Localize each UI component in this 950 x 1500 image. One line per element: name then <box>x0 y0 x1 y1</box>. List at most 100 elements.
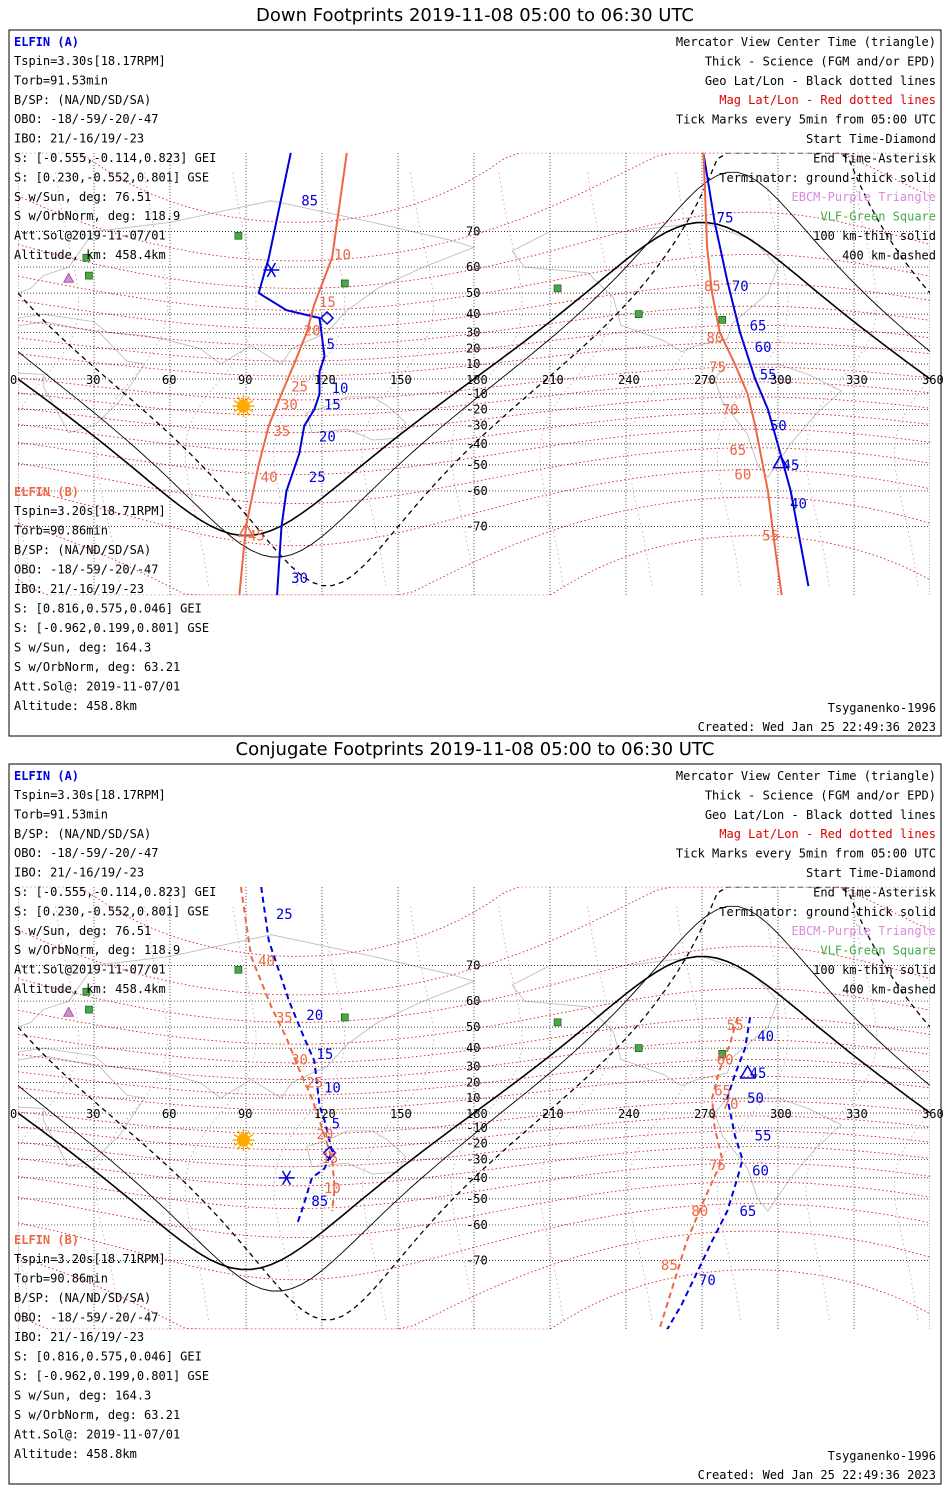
legend-line: EBCM-Purple Triangle <box>792 924 937 938</box>
footprint-track-a <box>702 152 810 587</box>
track-time-label: 70 <box>722 402 739 418</box>
footprint-track-a <box>666 1017 752 1330</box>
sun-disk <box>236 399 250 413</box>
vlf-square-icon <box>553 284 562 293</box>
lat-tick-label: -70 <box>466 1254 488 1268</box>
asterisk-stroke <box>281 1170 292 1186</box>
elfin-a-title: ELFIN (A) <box>14 35 79 49</box>
legend-line: Mercator View Center Time (triangle) <box>676 769 936 783</box>
ebcm-triangle-icon <box>63 1006 75 1017</box>
elfin-a-info-line: Torb=91.53min <box>14 807 108 821</box>
end-asterisk-icon <box>263 262 280 278</box>
lat-tick-label: 40 <box>466 1041 480 1055</box>
elfin-b-info-line: OBO: -18/-59/-20/-47 <box>14 1311 159 1325</box>
elfin-a-info-line: S: [-0.555,-0.114,0.823] GEI <box>14 885 216 899</box>
lon-tick-label: 90 <box>238 1107 252 1121</box>
lat-tick-label: 30 <box>466 325 480 339</box>
lat-tick-label: -10 <box>466 387 488 401</box>
elfin-a-info-line: OBO: -18/-59/-20/-47 <box>14 846 159 860</box>
lon-tick-label: 330 <box>846 1107 868 1121</box>
elfin-a-info-line: S: [-0.555,-0.114,0.823] GEI <box>14 151 216 165</box>
terminator-400km <box>18 152 930 587</box>
lat-tick-label: -10 <box>466 1121 488 1135</box>
elfin-b-info-line: B/SP: (NA/ND/SD/SA) <box>14 543 151 557</box>
mag-parallel <box>18 1075 930 1111</box>
mag-parallel <box>18 152 930 223</box>
sun-ray <box>248 1142 254 1147</box>
vlf-square-icon <box>82 253 91 262</box>
lat-tick-label: 70 <box>466 958 480 972</box>
mag-parallel <box>18 1130 930 1168</box>
lon-tick-label: 30 <box>86 373 100 387</box>
legend-line: 400 km-dashed <box>842 248 936 262</box>
lon-tick-label: 270 <box>694 373 716 387</box>
lat-tick-label: 70 <box>466 224 480 238</box>
track-time-label: 85 <box>301 194 318 210</box>
lat-tick-label: -20 <box>466 1136 488 1150</box>
track-time-label: 15 <box>324 398 341 414</box>
elfin-b-info-line: IBO: 21/-16/19/-23 <box>14 1330 144 1344</box>
start-diamond-icon <box>320 310 335 326</box>
mag-parallel <box>18 1146 930 1187</box>
track-time-label: 5 <box>327 337 335 353</box>
track-time-label: 55 <box>760 368 777 384</box>
track-time-label: 20 <box>304 324 321 340</box>
track-time-label: 55 <box>762 529 779 545</box>
sun-disk <box>236 1133 250 1147</box>
track-time-label: 10 <box>332 381 349 397</box>
legend-line: VLF-Green Square <box>820 944 936 958</box>
elfin-a-info-line: OBO: -18/-59/-20/-47 <box>14 112 159 126</box>
sun-ray <box>233 1142 239 1147</box>
legend-line: Mag Lat/Lon - Red dotted lines <box>719 93 936 107</box>
sun-ray <box>245 410 250 417</box>
elfin-a-info-line: Tspin=3.30s[18.17RPM] <box>14 54 166 68</box>
legend-line: 100 km-thin solid <box>813 229 936 243</box>
mag-parallel <box>18 1058 930 1096</box>
track-time-label: 55 <box>755 1129 772 1145</box>
track-time-label: 60 <box>717 1052 734 1068</box>
mag-parallel <box>18 428 930 475</box>
model-label: Tsyganenko-1996 <box>828 1449 936 1463</box>
elfin-a-info-line: IBO: 21/-16/19/-23 <box>14 132 144 146</box>
lat-tick-label: 40 <box>466 307 480 321</box>
panel-title-conjugate: Conjugate Footprints 2019-11-08 05:00 to… <box>235 739 715 760</box>
sun-icon <box>232 1129 255 1152</box>
track-time-label: 75 <box>709 1158 726 1174</box>
lon-tick-label: 210 <box>542 373 564 387</box>
track-time-label: 65 <box>739 1204 756 1220</box>
panel-frame <box>8 29 942 737</box>
lon-tick-label: 180 <box>466 373 488 387</box>
lat-tick-label: -30 <box>466 1153 488 1167</box>
coastline <box>306 396 407 441</box>
track-time-label: 25 <box>276 907 293 923</box>
track-time-label: 10 <box>324 1080 341 1096</box>
legend-line: Geo Lat/Lon - Black dotted lines <box>705 74 936 88</box>
track-time-label: 65 <box>750 318 767 334</box>
map-panel-0: 0 30 60 90 120 150 180 210 240 270 300 330 360 70 60 50… <box>8 29 944 737</box>
track-time-label: 60 <box>752 1163 769 1179</box>
vlf-square-icon <box>340 279 349 288</box>
vlf-square-icon <box>234 231 243 240</box>
lon-tick-label: 0 <box>10 1107 17 1121</box>
elfin-b-info-line: S: [-0.962,0.199,0.801] GSE <box>14 1369 209 1383</box>
elfin-b-info-line: Torb=90.86min <box>14 524 108 538</box>
start-diamond-icon <box>322 1145 337 1161</box>
vlf-square-icon <box>553 1018 562 1027</box>
coastline <box>306 1130 407 1175</box>
mag-parallel <box>18 496 930 596</box>
map-area <box>18 886 930 1330</box>
elfin-a-info-line: B/SP: (NA/ND/SD/SA) <box>14 93 151 107</box>
lon-tick-label: 300 <box>770 373 792 387</box>
vlf-square-icon <box>718 1049 727 1058</box>
map-panel-1: 0 30 60 90 120 150 180 210 240 270 300 330 360 70 60 50… <box>8 763 944 1485</box>
lat-tick-label: -40 <box>466 1171 488 1185</box>
lat-tick-label: 10 <box>466 1091 480 1105</box>
elfin-b-info-line: S w/OrbNorm, deg: 63.21 <box>14 660 180 674</box>
lat-tick-label: -30 <box>466 419 488 433</box>
track-time-label: 30 <box>291 571 308 587</box>
elfin-a-title: ELFIN (A) <box>14 769 79 783</box>
elfin-b-info-line: S: [0.816,0.575,0.046] GEI <box>14 602 202 616</box>
footprint-track-b <box>239 886 336 1212</box>
legend-line: Tick Marks every 5min from 05:00 UTC <box>676 113 936 127</box>
terminator-ground <box>18 221 930 537</box>
